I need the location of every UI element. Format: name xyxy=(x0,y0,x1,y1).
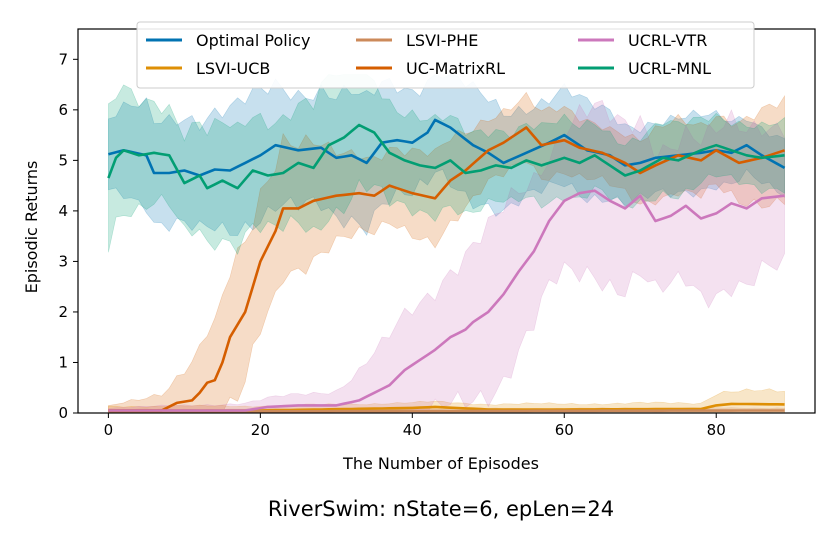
y-tick-label: 2 xyxy=(58,303,68,321)
legend-label: LSVI-UCB xyxy=(196,59,270,78)
x-axis: 0 20 40 60 80 xyxy=(104,413,726,439)
y-tick-label: 0 xyxy=(58,404,68,422)
legend-label: Optimal Policy xyxy=(196,31,310,50)
x-axis-label: The Number of Episodes xyxy=(342,454,539,473)
y-tick-label: 1 xyxy=(58,353,68,371)
band-optimal-policy xyxy=(108,74,785,236)
y-axis-label: Episodic Returns xyxy=(22,161,41,294)
x-tick-label: 80 xyxy=(707,421,726,439)
legend-label: UC-MatrixRL xyxy=(406,59,505,78)
line-ucrl-vtr xyxy=(108,189,785,412)
x-tick-label: 40 xyxy=(403,421,422,439)
legend-label: UCRL-MNL xyxy=(628,59,711,78)
legend-label: UCRL-VTR xyxy=(628,31,707,50)
band-uc-matrixrl xyxy=(108,91,785,414)
x-tick-label: 0 xyxy=(104,421,114,439)
y-tick-label: 4 xyxy=(58,202,68,220)
legend-label: LSVI-PHE xyxy=(406,31,478,50)
y-tick-label: 6 xyxy=(58,101,68,119)
x-tick-label: 20 xyxy=(251,421,270,439)
line-ucrl-mnl xyxy=(107,123,785,190)
line-optimal-policy xyxy=(108,118,786,177)
legend: Optimal Policy LSVI-PHE UCRL-VTR LSVI-UCB UC… xyxy=(136,21,755,89)
y-tick-label: 5 xyxy=(58,151,68,169)
y-tick-label: 7 xyxy=(58,50,68,68)
chart-title: RiverSwim: nState=6, epLen=24 xyxy=(268,497,614,521)
y-axis: 0 1 2 3 4 5 6 7 xyxy=(58,50,78,422)
x-tick-label: 60 xyxy=(555,421,574,439)
series-lines xyxy=(107,118,786,413)
y-tick-label: 3 xyxy=(58,252,68,270)
